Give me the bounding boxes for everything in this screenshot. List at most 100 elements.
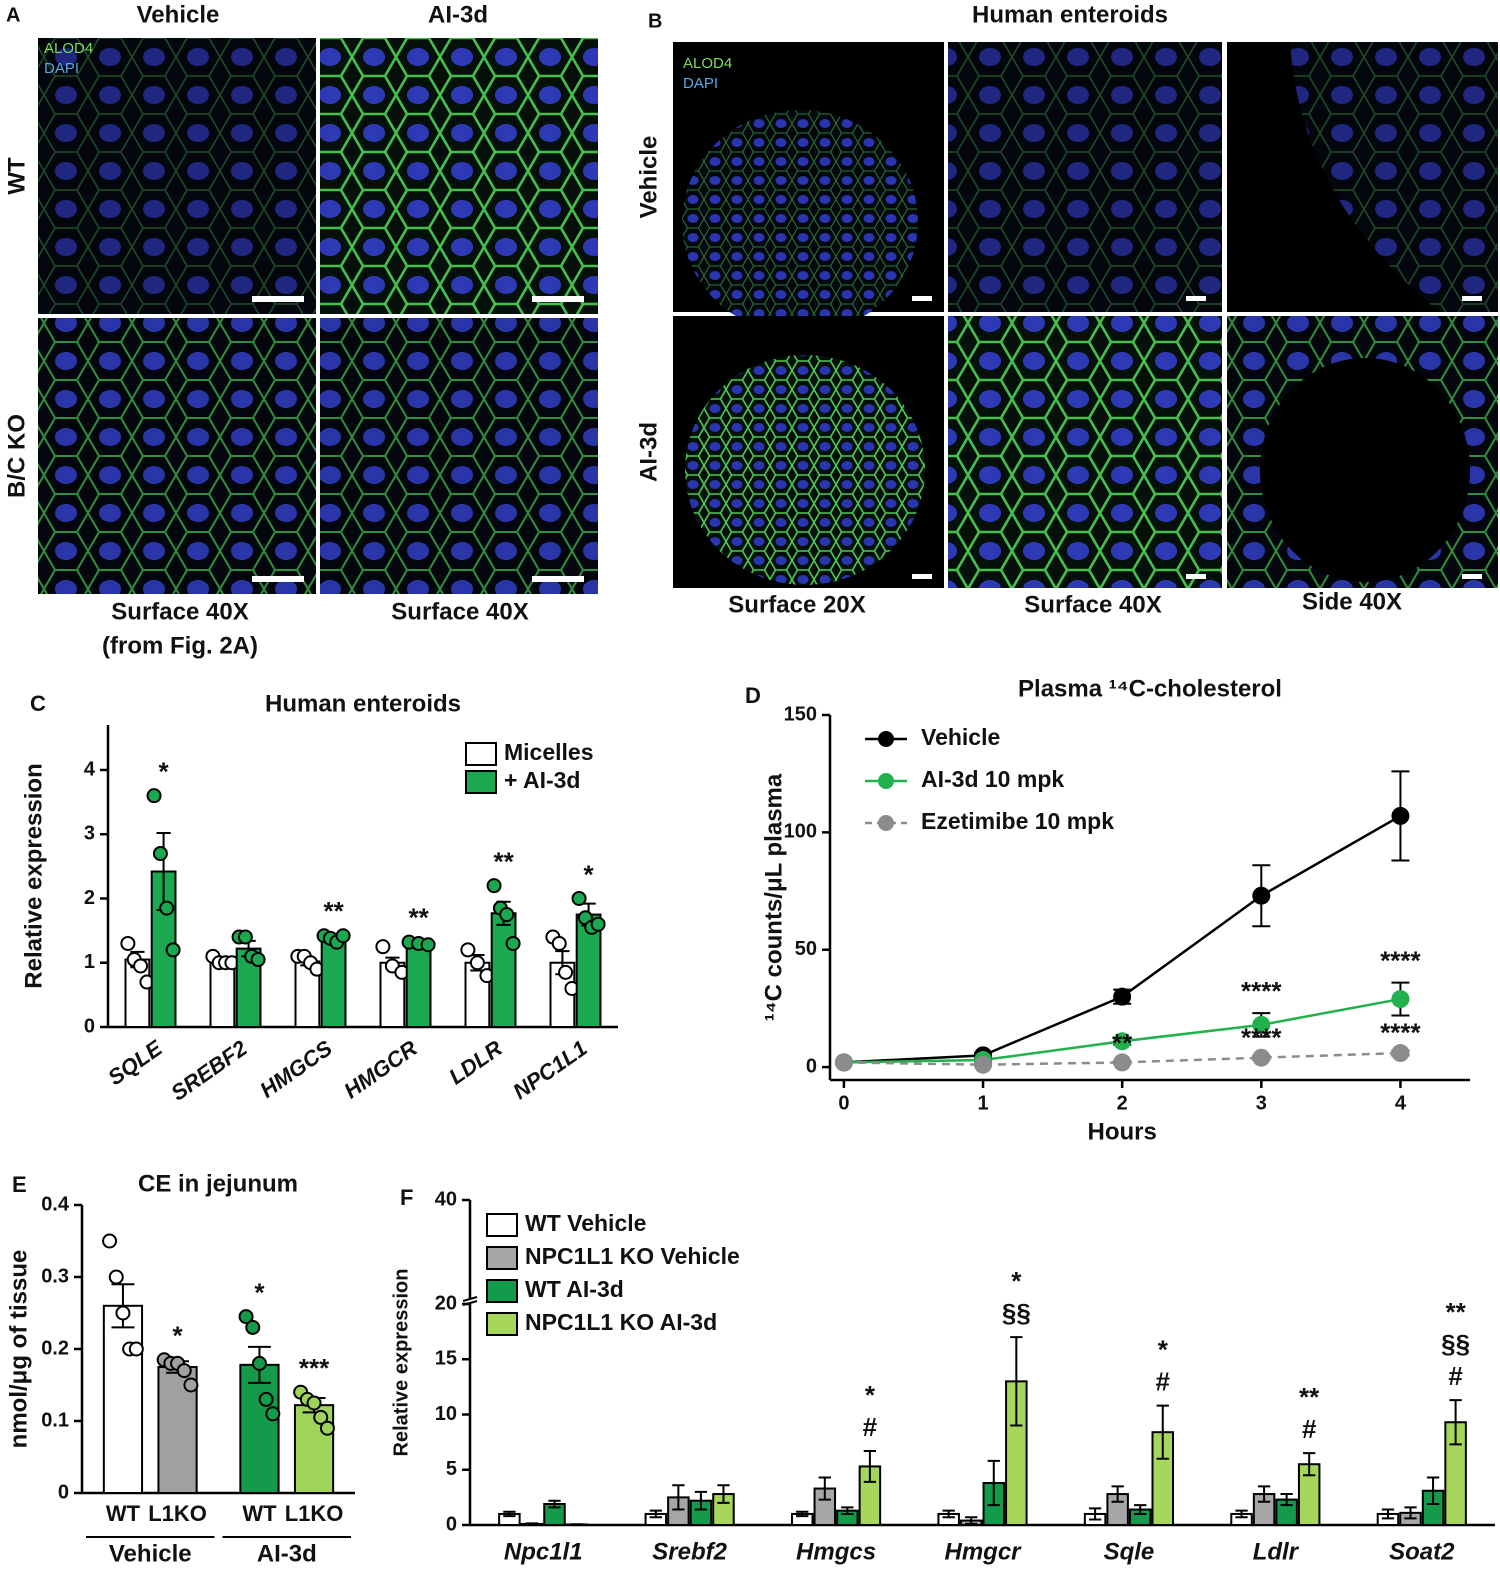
scale-bar <box>1462 574 1482 579</box>
legend-swatch <box>487 1313 517 1335</box>
legend-swatch <box>466 743 496 765</box>
data-point <box>337 929 350 942</box>
bar <box>104 1306 142 1493</box>
legend-label: NPC1L1 KO Vehicle <box>525 1243 740 1269</box>
data-point <box>422 938 435 951</box>
data-point <box>160 902 173 915</box>
legend-label: WT Vehicle <box>525 1210 646 1236</box>
x-tick-label: Hmgcs <box>796 1538 876 1565</box>
caption: Surface 40X <box>1024 591 1161 618</box>
legend-label: Micelles <box>504 739 594 765</box>
significance-label: * <box>584 859 595 889</box>
data-point <box>103 1235 116 1248</box>
series-line <box>844 816 1401 1062</box>
data-point <box>500 908 513 921</box>
significance-label: §§ <box>1002 1298 1031 1328</box>
scale-bar <box>1462 296 1482 301</box>
panel-title: Human enteroids <box>972 1 1168 28</box>
x-tick-label: 1 <box>977 1092 988 1114</box>
y-tick-label: 4 <box>84 758 96 780</box>
stain-label: DAPI <box>44 60 79 77</box>
scale-bar <box>1186 574 1206 579</box>
x-tick-label: Npc1l1 <box>504 1538 583 1565</box>
stain-label: ALOD4 <box>683 55 732 72</box>
y-tick-label: 0 <box>84 1015 95 1037</box>
panel-label: C <box>30 691 46 716</box>
marker <box>1113 988 1131 1006</box>
y-tick-label: 40 <box>435 1188 457 1210</box>
data-point <box>461 943 474 956</box>
data-point <box>167 943 180 956</box>
marker <box>1391 807 1409 825</box>
data-point <box>376 940 389 953</box>
x-tick-label: WT <box>106 1501 141 1526</box>
significance-label: **** <box>1241 976 1282 1006</box>
data-point <box>592 918 605 931</box>
caption: Surface 40X <box>391 598 528 625</box>
x-tick-label: SQLE <box>103 1035 167 1091</box>
y-axis-label: ¹⁴C counts/μL plasma <box>760 773 787 1021</box>
significance-label: * <box>254 1277 265 1307</box>
significance-label: # <box>863 1412 878 1442</box>
scale-bar <box>912 296 932 301</box>
y-tick-label: 15 <box>435 1348 457 1370</box>
legend-swatch <box>487 1247 517 1269</box>
data-point <box>246 1321 259 1334</box>
y-axis-label: Relative expression <box>20 763 47 988</box>
y-tick-label: 2 <box>84 887 95 909</box>
marker <box>835 1053 853 1071</box>
stain-label: DAPI <box>683 75 718 92</box>
marker <box>1391 990 1409 1008</box>
stain-label: ALOD4 <box>44 40 93 57</box>
y-axis-label: nmol/μg of tissue <box>5 1250 32 1449</box>
data-point <box>488 879 501 892</box>
bar <box>240 1365 278 1493</box>
data-point <box>148 789 161 802</box>
data-point <box>178 1364 191 1377</box>
legend-label: WT AI-3d <box>525 1276 624 1302</box>
significance-label: * <box>159 757 170 787</box>
data-point <box>110 1271 123 1284</box>
y-tick-label: 0.3 <box>41 1265 69 1287</box>
x-tick-label: HMGCS <box>255 1035 337 1103</box>
data-point <box>239 931 252 944</box>
data-point <box>130 1343 143 1356</box>
x-tick-label: Srebf2 <box>652 1538 727 1565</box>
data-point <box>507 937 520 950</box>
micrograph <box>38 318 316 594</box>
data-point <box>308 1397 321 1410</box>
data-point <box>252 953 265 966</box>
significance-label: ** <box>1445 1297 1466 1327</box>
data-point <box>321 1422 334 1435</box>
y-tick-label: 1 <box>84 951 95 973</box>
significance-label: * <box>1158 1335 1169 1365</box>
scale-bar <box>1186 296 1206 301</box>
significance-label: ** <box>1299 1382 1320 1412</box>
legend-label: AI-3d 10 mpk <box>921 766 1064 792</box>
column-label: AI-3d <box>428 1 488 28</box>
x-tick-label: WT <box>242 1501 277 1526</box>
x-tick-label: L1KO <box>148 1501 207 1526</box>
legend-swatch <box>487 1280 517 1302</box>
y-tick-label: 150 <box>784 703 817 725</box>
legend-label: Vehicle <box>921 724 1000 750</box>
x-tick-label: LDLR <box>444 1035 506 1089</box>
x-tick-label: 4 <box>1395 1092 1407 1114</box>
chart-title: Plasma ¹⁴C-cholesterol <box>1018 675 1282 702</box>
data-point <box>116 1307 129 1320</box>
significance-label: **** <box>1241 1023 1282 1053</box>
row-label: B/C KO <box>3 414 30 498</box>
bar <box>322 938 346 1027</box>
legend-marker <box>878 731 894 747</box>
y-tick-label: 100 <box>784 821 817 843</box>
data-point <box>559 966 572 979</box>
significance-label: §§ <box>1441 1329 1470 1359</box>
y-axis-label: Relative expression <box>390 1269 412 1457</box>
marker <box>1252 887 1270 905</box>
panel-label: A <box>6 4 20 26</box>
scale-bar <box>252 576 304 582</box>
significance-label: ** <box>323 896 344 926</box>
lumen <box>1260 358 1470 582</box>
data-point <box>553 937 566 950</box>
significance-label: ** <box>493 847 514 877</box>
